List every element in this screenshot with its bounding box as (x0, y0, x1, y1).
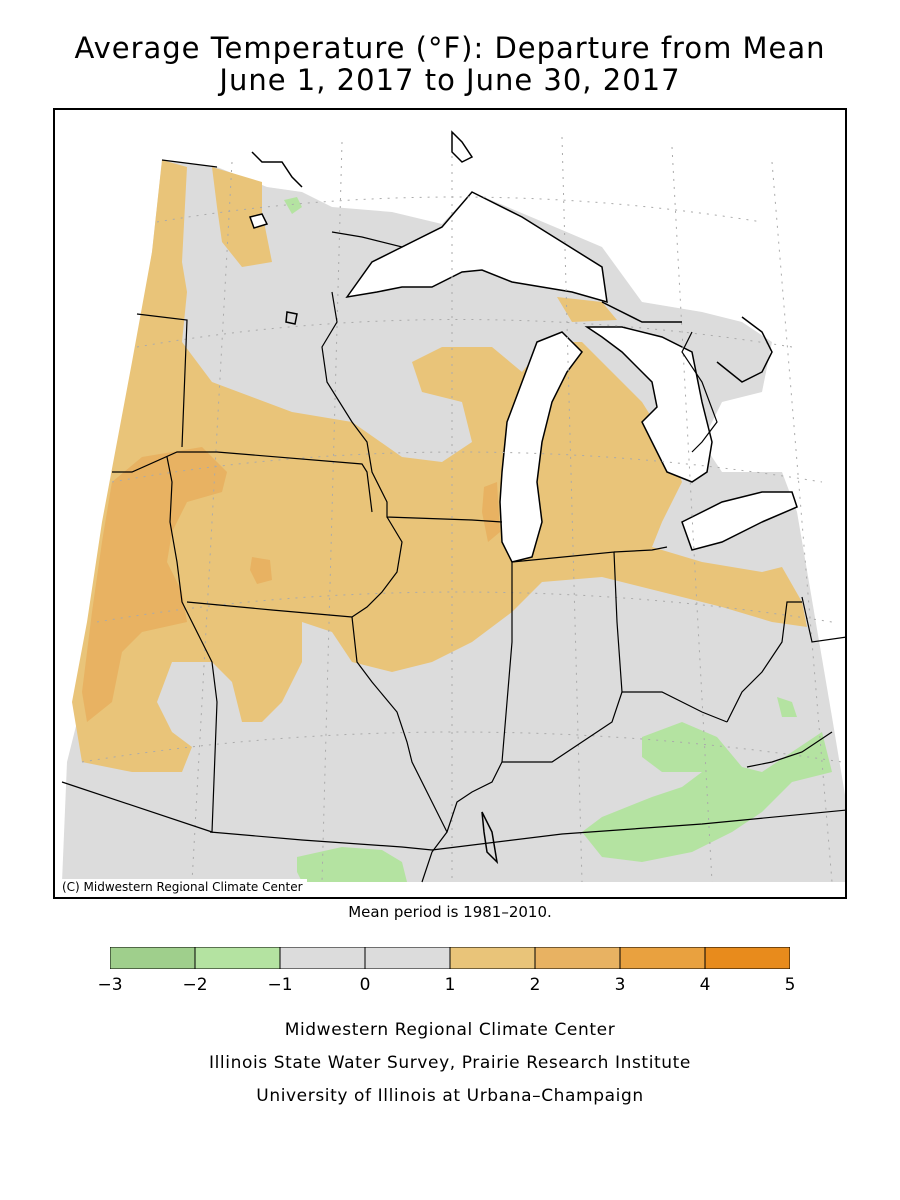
legend-bin (364, 947, 451, 969)
legend-tick: −3 (97, 975, 123, 995)
legend-tick: 4 (699, 975, 711, 995)
legend-bin (279, 947, 366, 969)
color-legend (110, 947, 790, 969)
lake-huron (584, 326, 713, 483)
state-boundaries (61, 159, 845, 883)
footer-survey: Illinois State Water Survey, Prairie Res… (209, 1053, 691, 1073)
lake-of-the-woods (249, 213, 269, 229)
great-lakes (249, 191, 798, 563)
hot-anomaly-areas (82, 447, 500, 722)
legend-tick-labels: −3 −2 −1 0 1 2 3 4 5 (0, 975, 900, 997)
legend-tick: 5 (784, 975, 796, 995)
temperature-departure-map (61, 130, 845, 883)
graticule (81, 132, 843, 883)
legend-bin (619, 947, 706, 969)
legend-bin (449, 947, 536, 969)
legend-bin (534, 947, 621, 969)
legend-tick: 3 (614, 975, 626, 995)
legend-tick: 0 (359, 975, 371, 995)
lake-erie (681, 491, 798, 551)
legend-bin (704, 947, 790, 969)
warm-anomaly-areas (72, 160, 807, 772)
map-panel: (C) Midwestern Regional Climate Center (53, 108, 847, 899)
legend-tick: −2 (182, 975, 208, 995)
lake-michigan (499, 331, 583, 563)
legend-bin (110, 947, 196, 969)
legend-tick: 2 (529, 975, 541, 995)
coastlines (251, 130, 773, 865)
legend-bin (194, 947, 281, 969)
map-credit: (C) Midwestern Regional Climate Center (58, 879, 307, 895)
mean-period-note: Mean period is 1981–2010. (348, 903, 552, 921)
map-date-range: June 1, 2017 to June 30, 2017 (219, 63, 681, 97)
map-title: Average Temperature (°F): Departure from… (74, 31, 826, 65)
footer-organization: Midwestern Regional Climate Center (284, 1020, 616, 1040)
footer-university: University of Illinois at Urbana–Champai… (256, 1086, 644, 1106)
cool-anomaly-areas (284, 197, 832, 882)
legend-tick: 1 (444, 975, 456, 995)
legend-tick: −1 (267, 975, 293, 995)
